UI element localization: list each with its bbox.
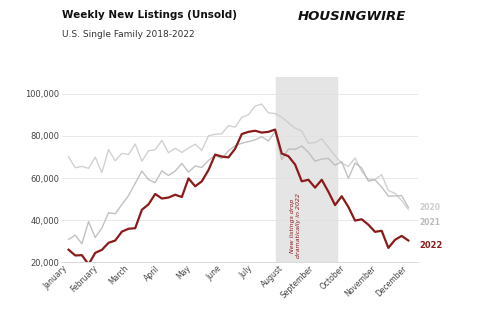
Text: 2021: 2021 [419, 218, 440, 227]
Text: 2020: 2020 [419, 203, 440, 212]
Text: U.S. Single Family 2018-2022: U.S. Single Family 2018-2022 [62, 30, 195, 39]
Text: New listings drop
dramatically in 2022: New listings drop dramatically in 2022 [290, 193, 301, 258]
Bar [276, 77, 337, 262]
Text: HOUSINGWIRE: HOUSINGWIRE [298, 10, 406, 23]
Text: Weekly New Listings (Unsold): Weekly New Listings (Unsold) [62, 10, 238, 20]
Text: 2022: 2022 [419, 241, 443, 250]
